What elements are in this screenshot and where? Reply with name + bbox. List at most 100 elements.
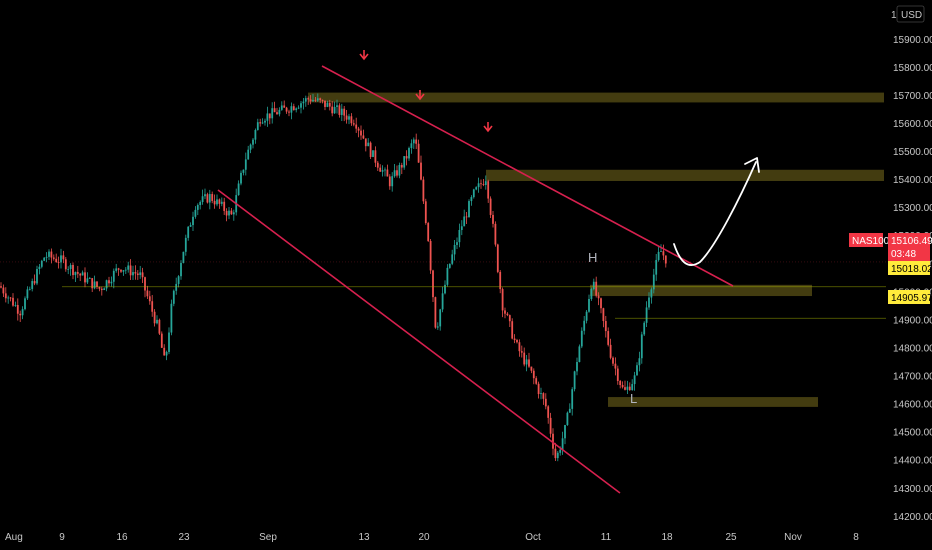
candle-body [88, 278, 91, 279]
candle-body [564, 425, 566, 439]
currency-prefix: 1 [891, 10, 897, 21]
candle-body [189, 225, 192, 227]
candle-body [525, 359, 528, 365]
candle-body [470, 197, 473, 202]
candle-body [139, 272, 142, 276]
candle-body [163, 347, 166, 356]
resistance-zone-mid[interactable] [486, 169, 884, 181]
candle-body [328, 103, 331, 107]
down-arrow-icon [359, 50, 369, 61]
candle-body [585, 311, 588, 321]
candle-body [410, 143, 413, 149]
candle-body [309, 99, 312, 102]
y-tick-label: 14400.00 [893, 456, 932, 467]
candle-body [352, 123, 355, 125]
x-tick-label: Oct [525, 532, 541, 543]
candles-layer [0, 93, 667, 462]
candle-body [576, 362, 578, 372]
candle-body [271, 108, 274, 119]
x-axis: Aug 9 16 23 Sep 13 20 Oct 11 18 25 Nov 8 [5, 532, 859, 543]
x-tick-label: 16 [116, 532, 128, 543]
x-tick-label: Sep [259, 532, 277, 543]
candle-body [254, 129, 257, 140]
candle-body [364, 138, 367, 147]
candle-body [206, 194, 209, 203]
lower-trendline[interactable] [217, 189, 621, 494]
candle-body [129, 265, 132, 276]
candle-body [26, 289, 29, 299]
candle-body [314, 99, 317, 101]
candle-body [273, 108, 276, 113]
candle-body [105, 280, 108, 289]
level-2-bg [888, 290, 930, 304]
candle-body [516, 340, 518, 343]
candle-body [484, 181, 487, 185]
last-price-countdown: 03:48 [891, 249, 916, 260]
candle-body [436, 326, 439, 328]
candle-body [144, 277, 146, 291]
candle-body [350, 116, 353, 124]
candle-body [468, 201, 470, 218]
candle-body [60, 255, 62, 263]
resistance-zone-top[interactable] [308, 92, 884, 103]
candle-body [297, 107, 300, 109]
candle-body [657, 251, 660, 260]
candle-body [542, 393, 545, 399]
candle-body [369, 142, 372, 157]
candle-body [220, 201, 223, 204]
candle-body [340, 108, 343, 115]
candle-body [184, 237, 187, 252]
candle-body [285, 107, 288, 112]
x-tick-label: 25 [725, 532, 737, 543]
candle-body [499, 271, 502, 290]
candle-body [158, 319, 161, 334]
candle-body [597, 295, 600, 299]
candle-body [232, 212, 235, 215]
candle-body [91, 278, 94, 289]
candle-body [213, 200, 216, 205]
candle-body [372, 150, 374, 157]
candle-body [511, 321, 514, 339]
candle-body [62, 255, 65, 260]
arrow-head-icon [744, 157, 760, 173]
down-arrow-icon [415, 90, 425, 101]
candle-body [108, 280, 110, 284]
candle-body [240, 172, 242, 184]
candle-body [69, 265, 72, 269]
candle-body [626, 386, 629, 390]
candle-body [465, 216, 468, 218]
candle-body [631, 384, 634, 391]
candle-body [453, 244, 456, 255]
candle-body [496, 244, 499, 272]
candle-body [535, 378, 538, 384]
currency-label[interactable]: USD [901, 10, 922, 21]
candle-body [266, 113, 269, 121]
candle-body [153, 311, 156, 324]
candle-body [549, 417, 552, 434]
level-1-bg [888, 261, 930, 275]
candle-body [662, 251, 665, 256]
last-price-value: 15106.49 [891, 236, 932, 247]
candle-body [444, 284, 446, 294]
candle-body [14, 304, 17, 306]
candle-body [319, 98, 322, 100]
support-zone-low[interactable] [608, 397, 818, 407]
currency-box[interactable] [896, 5, 925, 23]
candle-body [528, 359, 530, 367]
support-zone-mid[interactable] [590, 284, 812, 297]
candle-body [405, 156, 408, 159]
y-tick-label: 14200.00 [893, 512, 932, 523]
candle-body [655, 259, 658, 275]
candle-body [633, 375, 636, 385]
upper-trendline[interactable] [321, 65, 734, 287]
candle-body [513, 338, 516, 341]
candle-body [28, 288, 31, 290]
candle-body [504, 310, 506, 314]
candle-body [141, 272, 144, 278]
candle-body [336, 105, 338, 107]
candle-body [607, 331, 610, 345]
candle-body [278, 109, 281, 115]
candle-body [38, 266, 41, 270]
